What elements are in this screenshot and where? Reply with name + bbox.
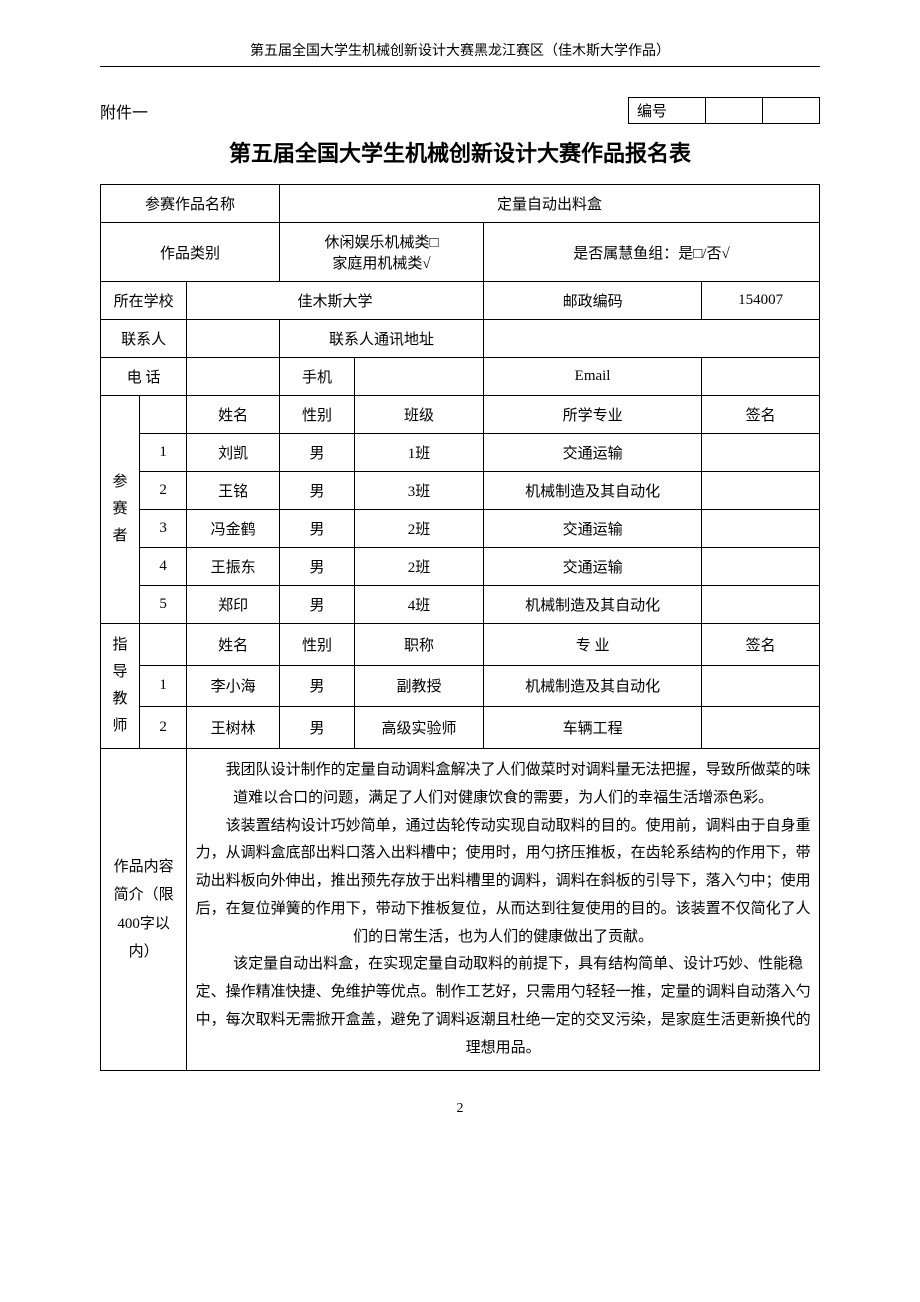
p-sign [702, 510, 820, 548]
col-name: 姓名 [187, 396, 280, 434]
label-phone: 电 话 [101, 358, 187, 396]
p-sign [702, 434, 820, 472]
p-gender: 男 [280, 472, 355, 510]
a-gender: 男 [280, 707, 355, 749]
p-class: 4班 [354, 586, 483, 624]
value-contact [187, 320, 280, 358]
table-row: 3 冯金鹤 男 2班 交通运输 [101, 510, 820, 548]
p-name: 郑印 [187, 586, 280, 624]
value-mobile [354, 358, 483, 396]
a-n: 2 [140, 707, 187, 749]
p-class: 2班 [354, 510, 483, 548]
desc-p2: 该装置结构设计巧妙简单，通过齿轮传动实现自动取料的目的。使用前，调料由于自身重力… [193, 813, 813, 952]
p-name: 冯金鹤 [187, 510, 280, 548]
p-gender: 男 [280, 586, 355, 624]
table-row: 1 刘凯 男 1班 交通运输 [101, 434, 820, 472]
value-phone [187, 358, 280, 396]
p-class: 1班 [354, 434, 483, 472]
label-contact-addr: 联系人通讯地址 [280, 320, 484, 358]
label-email: Email [483, 358, 701, 396]
label-school: 所在学校 [101, 282, 187, 320]
a-n: 1 [140, 665, 187, 707]
col-gender: 性别 [280, 396, 355, 434]
a-major: 车辆工程 [483, 707, 701, 749]
p-gender: 男 [280, 548, 355, 586]
col-name: 姓名 [187, 624, 280, 666]
p-n: 3 [140, 510, 187, 548]
value-contact-addr [483, 320, 819, 358]
value-postcode: 154007 [702, 282, 820, 320]
a-sign [702, 665, 820, 707]
col-title: 职称 [354, 624, 483, 666]
p-name: 刘凯 [187, 434, 280, 472]
a-gender: 男 [280, 665, 355, 707]
value-email [702, 358, 820, 396]
label-mobile: 手机 [280, 358, 355, 396]
label-postcode: 邮政编码 [483, 282, 701, 320]
p-gender: 男 [280, 434, 355, 472]
page-header: 第五届全国大学生机械创新设计大赛黑龙江赛区（佳木斯大学作品） [100, 40, 820, 67]
table-row: 5 郑印 男 4班 机械制造及其自动化 [101, 586, 820, 624]
a-name: 李小海 [187, 665, 280, 707]
p-sign [702, 586, 820, 624]
appendix-label: 附件一 [100, 99, 148, 123]
p-n: 1 [140, 434, 187, 472]
p-major: 交通运输 [483, 548, 701, 586]
col-sign: 签名 [702, 396, 820, 434]
description-cell: 我团队设计制作的定量自动调料盒解决了人们做菜时对调料量无法把握，导致所做菜的味道… [187, 749, 820, 1071]
col-class: 班级 [354, 396, 483, 434]
col-major: 所学专业 [483, 396, 701, 434]
p-major: 交通运输 [483, 510, 701, 548]
label-category: 作品类别 [101, 223, 280, 282]
a-title: 副教授 [354, 665, 483, 707]
registration-table: 参赛作品名称 定量自动出料盒 作品类别 休闲娱乐机械类□ 家庭用机械类√ 是否属… [100, 184, 820, 1071]
p-name: 王振东 [187, 548, 280, 586]
id-label: 编号 [629, 98, 706, 123]
table-row: 2 王铭 男 3班 机械制造及其自动化 [101, 472, 820, 510]
p-major: 机械制造及其自动化 [483, 472, 701, 510]
id-value-1 [706, 98, 763, 123]
p-name: 王铭 [187, 472, 280, 510]
label-advisors: 指导教师 [101, 624, 140, 749]
p-sign [702, 548, 820, 586]
page-number: 2 [100, 1101, 820, 1117]
a-major: 机械制造及其自动化 [483, 665, 701, 707]
label-work-name: 参赛作品名称 [101, 185, 280, 223]
col-index [140, 396, 187, 434]
p-gender: 男 [280, 510, 355, 548]
p-n: 5 [140, 586, 187, 624]
table-row: 2 王树林 男 高级实验师 车辆工程 [101, 707, 820, 749]
table-row: 1 李小海 男 副教授 机械制造及其自动化 [101, 665, 820, 707]
form-title: 第五届全国大学生机械创新设计大赛作品报名表 [100, 136, 820, 168]
value-category: 休闲娱乐机械类□ 家庭用机械类√ [280, 223, 484, 282]
value-work-name: 定量自动出料盒 [280, 185, 820, 223]
label-contact: 联系人 [101, 320, 187, 358]
p-class: 2班 [354, 548, 483, 586]
p-sign [702, 472, 820, 510]
p-n: 4 [140, 548, 187, 586]
label-description: 作品内容简介（限400字以内） [101, 749, 187, 1071]
id-box: 编号 [628, 97, 820, 124]
p-n: 2 [140, 472, 187, 510]
table-row: 4 王振东 男 2班 交通运输 [101, 548, 820, 586]
label-participants: 参赛者 [101, 396, 140, 624]
col-major2: 专 业 [483, 624, 701, 666]
p-major: 机械制造及其自动化 [483, 586, 701, 624]
value-school: 佳木斯大学 [187, 282, 484, 320]
col-gender: 性别 [280, 624, 355, 666]
desc-p3: 该定量自动出料盒，在实现定量自动取料的前提下，具有结构简单、设计巧妙、性能稳定、… [193, 951, 813, 1062]
col-index [140, 624, 187, 666]
p-class: 3班 [354, 472, 483, 510]
col-sign: 签名 [702, 624, 820, 666]
p-major: 交通运输 [483, 434, 701, 472]
a-sign [702, 707, 820, 749]
value-huiyu: 是否属慧鱼组：是□/否√ [483, 223, 819, 282]
a-title: 高级实验师 [354, 707, 483, 749]
desc-p1: 我团队设计制作的定量自动调料盒解决了人们做菜时对调料量无法把握，导致所做菜的味道… [193, 757, 813, 813]
id-value-2 [763, 98, 819, 123]
a-name: 王树林 [187, 707, 280, 749]
